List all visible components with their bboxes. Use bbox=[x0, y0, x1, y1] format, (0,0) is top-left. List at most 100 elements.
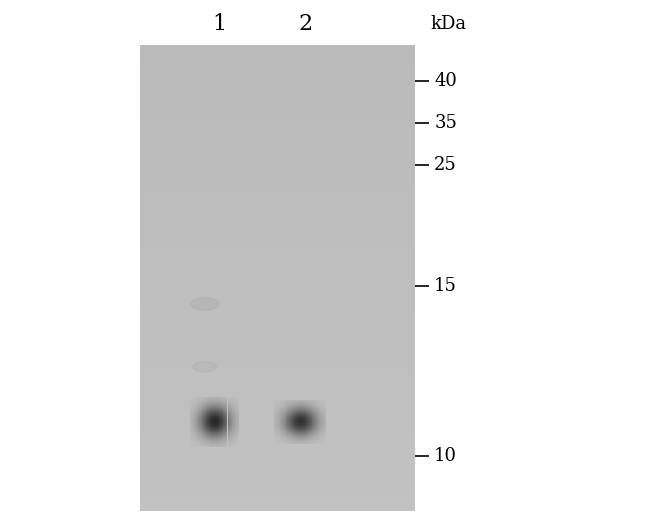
Bar bbox=[287, 427, 288, 428]
Bar bbox=[300, 430, 301, 431]
Bar bbox=[290, 415, 291, 416]
Bar bbox=[289, 418, 290, 419]
Bar bbox=[282, 402, 283, 403]
Bar bbox=[202, 445, 203, 446]
Bar bbox=[282, 415, 283, 416]
Bar bbox=[202, 405, 203, 406]
Bar bbox=[218, 419, 220, 420]
Bar bbox=[319, 410, 320, 411]
Bar bbox=[225, 422, 226, 423]
Bar bbox=[280, 406, 281, 407]
Bar bbox=[205, 411, 207, 412]
Bar bbox=[197, 441, 198, 442]
Bar bbox=[293, 401, 294, 402]
Bar bbox=[140, 252, 415, 253]
Bar bbox=[302, 424, 303, 425]
Bar bbox=[238, 424, 239, 425]
Bar bbox=[318, 401, 319, 402]
Bar bbox=[191, 434, 192, 435]
Bar bbox=[289, 416, 290, 417]
Bar bbox=[230, 430, 231, 431]
Bar bbox=[213, 400, 214, 401]
Bar bbox=[280, 405, 281, 406]
Bar bbox=[307, 416, 308, 417]
Bar bbox=[214, 445, 215, 446]
Bar bbox=[288, 416, 289, 417]
Bar bbox=[281, 417, 282, 418]
Bar bbox=[213, 403, 214, 404]
Bar bbox=[217, 418, 218, 419]
Bar bbox=[203, 404, 204, 405]
Bar bbox=[304, 434, 305, 435]
Bar bbox=[233, 417, 234, 418]
Bar bbox=[298, 409, 300, 410]
Bar bbox=[140, 271, 415, 273]
Bar bbox=[212, 398, 213, 399]
Bar bbox=[207, 424, 208, 425]
Bar bbox=[321, 406, 322, 407]
Bar bbox=[288, 420, 289, 421]
Bar bbox=[314, 408, 315, 409]
Bar bbox=[214, 418, 215, 419]
Bar bbox=[227, 409, 228, 410]
Bar bbox=[279, 418, 280, 419]
Bar bbox=[292, 443, 293, 444]
Bar bbox=[217, 429, 218, 430]
Bar bbox=[310, 413, 311, 414]
Bar bbox=[199, 426, 200, 427]
Bar bbox=[209, 425, 211, 426]
Bar bbox=[275, 425, 276, 427]
Bar bbox=[199, 412, 200, 413]
Bar bbox=[195, 441, 196, 442]
Bar bbox=[297, 414, 298, 415]
Bar bbox=[234, 439, 235, 440]
Bar bbox=[204, 431, 205, 432]
Bar bbox=[289, 430, 290, 431]
Bar bbox=[200, 420, 201, 421]
Bar bbox=[200, 402, 201, 403]
Bar bbox=[304, 404, 305, 405]
Bar bbox=[225, 413, 226, 414]
Bar bbox=[218, 426, 220, 427]
Bar bbox=[199, 429, 200, 430]
Bar bbox=[284, 401, 285, 402]
Bar bbox=[140, 295, 415, 297]
Bar bbox=[222, 411, 224, 412]
Bar bbox=[224, 403, 225, 404]
Bar bbox=[306, 401, 307, 402]
Bar bbox=[280, 430, 281, 431]
Bar bbox=[298, 401, 300, 402]
Bar bbox=[203, 431, 204, 432]
Bar bbox=[296, 440, 297, 441]
Bar bbox=[200, 421, 201, 422]
Bar bbox=[278, 442, 279, 443]
Bar bbox=[234, 423, 235, 424]
Bar bbox=[276, 433, 277, 434]
Bar bbox=[195, 417, 196, 418]
Bar bbox=[321, 433, 322, 434]
Bar bbox=[214, 420, 215, 421]
Bar bbox=[215, 399, 216, 400]
Bar bbox=[234, 410, 235, 411]
Bar bbox=[194, 401, 195, 402]
Bar bbox=[218, 423, 220, 424]
Bar bbox=[207, 398, 208, 399]
Bar bbox=[317, 429, 318, 430]
Bar bbox=[321, 425, 322, 427]
Bar bbox=[203, 416, 204, 417]
Bar bbox=[226, 433, 227, 434]
Bar bbox=[231, 421, 233, 422]
Bar bbox=[322, 429, 323, 430]
Bar bbox=[230, 431, 231, 432]
Bar bbox=[227, 421, 228, 422]
Bar bbox=[211, 411, 212, 412]
Bar bbox=[195, 433, 196, 434]
Bar bbox=[200, 417, 201, 418]
Bar bbox=[198, 410, 199, 411]
Bar bbox=[201, 418, 202, 419]
Bar bbox=[221, 411, 222, 412]
Bar bbox=[279, 406, 280, 407]
Bar bbox=[140, 82, 415, 83]
Bar bbox=[199, 430, 200, 431]
Bar bbox=[225, 416, 226, 417]
